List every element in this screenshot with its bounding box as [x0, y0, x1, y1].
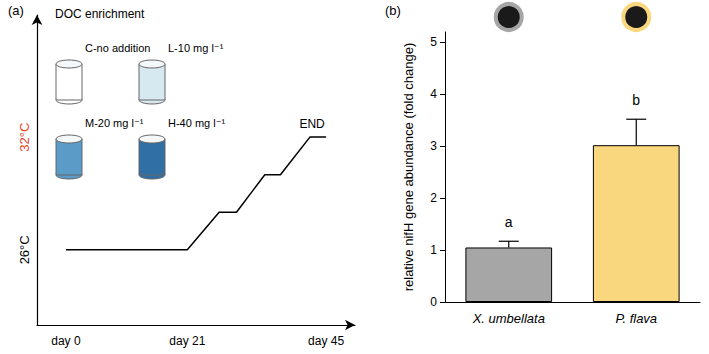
svg-text:0: 0 [430, 295, 437, 309]
svg-text:b: b [632, 92, 640, 108]
svg-text:2: 2 [430, 191, 437, 205]
svg-text:32°C: 32°C [17, 123, 32, 152]
svg-text:P. flava: P. flava [615, 311, 657, 326]
svg-text:26°C: 26°C [17, 235, 32, 264]
svg-text:day 21: day 21 [169, 334, 205, 348]
svg-text:5: 5 [430, 35, 437, 49]
svg-text:relative nifH gene abundance (: relative nifH gene abundance (fold chang… [401, 43, 416, 292]
svg-text:DOC enrichment: DOC enrichment [55, 7, 145, 21]
svg-text:END: END [299, 117, 325, 131]
svg-text:C-no addition: C-no addition [85, 42, 150, 54]
svg-text:day 0: day 0 [51, 334, 81, 348]
svg-text:4: 4 [430, 87, 437, 101]
svg-text:M-20 mg l⁻¹: M-20 mg l⁻¹ [85, 117, 144, 129]
svg-text:a: a [505, 214, 513, 230]
svg-text:X. umbellata: X. umbellata [472, 311, 545, 326]
svg-text:1: 1 [430, 243, 437, 257]
svg-text:3: 3 [430, 139, 437, 153]
svg-text:(a): (a) [8, 3, 24, 18]
svg-text:L-10 mg l⁻¹: L-10 mg l⁻¹ [168, 42, 224, 54]
svg-text:H-40 mg l⁻¹: H-40 mg l⁻¹ [168, 117, 225, 129]
svg-text:day 45: day 45 [308, 334, 344, 348]
svg-text:(b): (b) [385, 3, 401, 18]
